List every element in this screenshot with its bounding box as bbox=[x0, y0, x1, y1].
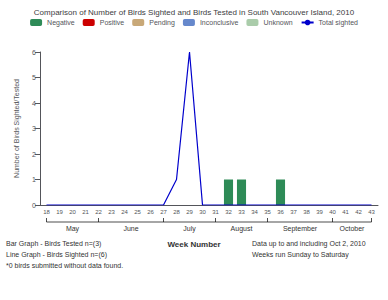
svg-text:20: 20 bbox=[69, 209, 76, 215]
svg-text:October: October bbox=[340, 225, 366, 232]
svg-text:24: 24 bbox=[121, 209, 128, 215]
svg-text:23: 23 bbox=[108, 209, 115, 215]
svg-text:Weeks run Sunday to Saturday: Weeks run Sunday to Saturday bbox=[252, 251, 349, 259]
svg-text:June: June bbox=[123, 225, 138, 232]
svg-text:May: May bbox=[66, 225, 80, 233]
svg-text:Comparison of Number of Birds: Comparison of Number of Birds Sighted an… bbox=[34, 8, 355, 17]
svg-text:3: 3 bbox=[32, 125, 36, 132]
svg-text:36: 36 bbox=[277, 209, 284, 215]
svg-text:33: 33 bbox=[238, 209, 245, 215]
svg-text:2: 2 bbox=[32, 151, 36, 158]
svg-text:42: 42 bbox=[355, 209, 362, 215]
svg-text:Inconclusive: Inconclusive bbox=[200, 19, 239, 26]
svg-text:August: August bbox=[231, 225, 253, 233]
svg-text:39: 39 bbox=[316, 209, 323, 215]
svg-text:4: 4 bbox=[32, 100, 36, 107]
svg-text:35: 35 bbox=[264, 209, 271, 215]
svg-text:38: 38 bbox=[303, 209, 310, 215]
svg-text:Line Graph - Birds Sighted n=(: Line Graph - Birds Sighted n=(6) bbox=[6, 251, 107, 259]
svg-text:*0 birds submitted without dat: *0 birds submitted without data found. bbox=[6, 262, 123, 269]
svg-text:1: 1 bbox=[32, 176, 36, 183]
svg-text:July: July bbox=[183, 225, 196, 233]
svg-text:26: 26 bbox=[147, 209, 154, 215]
svg-text:30: 30 bbox=[199, 209, 206, 215]
svg-text:Number of Birds Sighted/Tested: Number of Birds Sighted/Tested bbox=[13, 79, 21, 178]
svg-text:18: 18 bbox=[43, 209, 50, 215]
svg-text:5: 5 bbox=[32, 74, 36, 81]
svg-text:Data up to and including Oct 2: Data up to and including Oct 2, 2010 bbox=[252, 240, 366, 248]
svg-text:Total sighted: Total sighted bbox=[319, 19, 358, 27]
svg-text:Pending: Pending bbox=[149, 19, 175, 27]
svg-text:34: 34 bbox=[251, 209, 258, 215]
svg-text:29: 29 bbox=[186, 209, 193, 215]
svg-text:27: 27 bbox=[160, 209, 167, 215]
svg-text:Bar Graph - Birds Tested n=(3): Bar Graph - Birds Tested n=(3) bbox=[6, 240, 101, 248]
svg-text:25: 25 bbox=[134, 209, 141, 215]
svg-text:32: 32 bbox=[225, 209, 232, 215]
svg-text:21: 21 bbox=[82, 209, 89, 215]
svg-text:41: 41 bbox=[342, 209, 349, 215]
svg-text:19: 19 bbox=[56, 209, 63, 215]
svg-text:37: 37 bbox=[290, 209, 297, 215]
svg-text:Positive: Positive bbox=[100, 19, 125, 26]
svg-text:Week Number: Week Number bbox=[167, 240, 220, 249]
svg-text:0: 0 bbox=[32, 202, 36, 209]
svg-text:40: 40 bbox=[329, 209, 336, 215]
svg-text:Unknown: Unknown bbox=[263, 19, 292, 26]
svg-text:September: September bbox=[283, 225, 318, 233]
svg-text:6: 6 bbox=[32, 49, 36, 56]
svg-text:22: 22 bbox=[95, 209, 102, 215]
svg-text:28: 28 bbox=[173, 209, 180, 215]
svg-text:43: 43 bbox=[368, 209, 375, 215]
svg-text:31: 31 bbox=[212, 209, 219, 215]
svg-text:Negative: Negative bbox=[47, 19, 75, 27]
